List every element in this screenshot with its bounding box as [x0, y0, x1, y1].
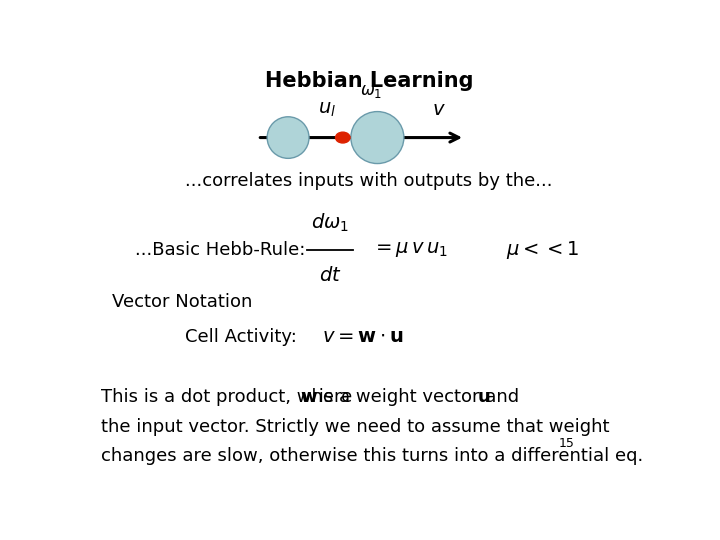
- Circle shape: [336, 132, 350, 143]
- Text: $dt$: $dt$: [319, 266, 341, 285]
- Text: $v = \mathbf{w} \cdot \mathbf{u}$: $v = \mathbf{w} \cdot \mathbf{u}$: [322, 328, 403, 346]
- Ellipse shape: [351, 112, 404, 164]
- Text: u: u: [477, 388, 490, 407]
- Text: the input vector. Strictly we need to assume that weight: the input vector. Strictly we need to as…: [101, 417, 610, 436]
- Text: ...correlates inputs with outputs by the...: ...correlates inputs with outputs by the…: [185, 172, 553, 190]
- Text: is a weight vector and: is a weight vector and: [313, 388, 525, 407]
- Text: Hebbian Learning: Hebbian Learning: [265, 71, 473, 91]
- Text: w: w: [300, 388, 317, 407]
- Text: $= \mu\,v\,u_1$: $= \mu\,v\,u_1$: [372, 240, 448, 259]
- Text: Vector Notation: Vector Notation: [112, 293, 253, 311]
- Text: ...Basic Hebb-Rule:: ...Basic Hebb-Rule:: [135, 241, 305, 259]
- Text: $\mu << 1$: $\mu << 1$: [505, 239, 579, 261]
- Text: Cell Activity:: Cell Activity:: [185, 328, 297, 346]
- Text: $v$: $v$: [432, 101, 446, 119]
- Text: changes are slow, otherwise this turns into a differential eq.: changes are slow, otherwise this turns i…: [101, 447, 644, 464]
- Text: $u_l$: $u_l$: [318, 100, 336, 119]
- Text: This is a dot product, where: This is a dot product, where: [101, 388, 358, 407]
- Text: $\omega_1$: $\omega_1$: [359, 83, 382, 100]
- Ellipse shape: [267, 117, 309, 158]
- Text: $d\omega_1$: $d\omega_1$: [311, 212, 349, 234]
- Text: 15: 15: [559, 437, 575, 450]
